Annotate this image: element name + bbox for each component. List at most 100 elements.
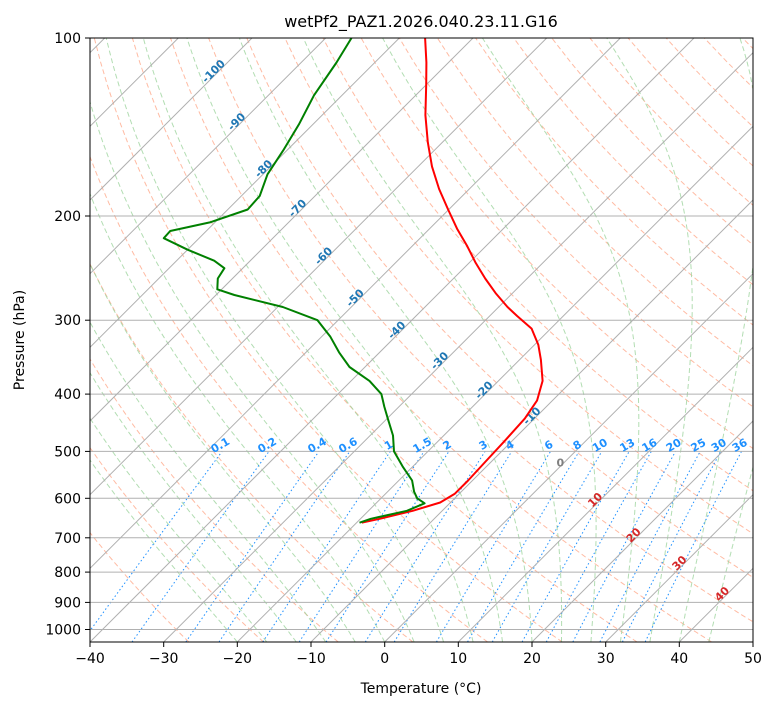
isotherm-line <box>531 420 753 642</box>
moist-adiabat-line <box>382 38 597 642</box>
isotherm-line <box>678 567 753 642</box>
mixing-ratio-line <box>218 451 351 642</box>
moist-adiabat-line <box>142 38 474 642</box>
moist-adiabat-line <box>90 417 268 642</box>
dry-adiabat-label: 40 <box>712 584 732 604</box>
mixing-ratio-label: 0.4 <box>306 435 330 456</box>
moist-adiabat-line <box>302 38 563 642</box>
x-axis-label: Temperature (°C) <box>360 681 482 697</box>
isotherm-line <box>752 641 753 642</box>
moist-adiabat-line <box>708 465 753 642</box>
isotherm-label: -60 <box>312 244 335 267</box>
y-tick-label: 500 <box>54 444 81 460</box>
dry-adiabat-line <box>589 38 753 206</box>
y-axis: 1000 900 800 700 600 500 400 300 200 100 <box>45 31 90 639</box>
moist-adiabat-line <box>90 192 386 642</box>
dry-adiabat-line <box>131 38 638 642</box>
x-tick-label: 50 <box>744 651 762 667</box>
y-tick-label: 600 <box>54 491 81 507</box>
dry-adiabat-line <box>90 358 339 642</box>
y-tick-label: 300 <box>54 313 81 329</box>
isotherm-label: -30 <box>428 349 451 372</box>
dry-adiabat-label: 30 <box>670 553 690 573</box>
y-tick-label: 700 <box>54 531 81 547</box>
isotherm-line <box>457 346 753 642</box>
y-tick-label: 400 <box>54 387 81 403</box>
dry-adiabat-label: 20 <box>624 525 644 545</box>
mixing-ratio-line <box>393 451 513 642</box>
moist-adiabat-line <box>678 38 753 642</box>
mixing-ratio-label: 1.5 <box>411 435 434 456</box>
zero-label: 0 <box>556 456 564 469</box>
x-axis: −40 −30 −20 −10 0 10 20 30 40 50 <box>75 642 762 667</box>
dry-adiabat-line <box>322 38 753 492</box>
dry-adiabat-line <box>513 38 753 286</box>
x-tick-label: 30 <box>597 651 615 667</box>
dry-adiabat-line <box>360 38 753 450</box>
dry-adiabat-line <box>90 446 264 642</box>
series-dewpoint-line <box>162 38 426 524</box>
y-tick-label: 100 <box>54 31 81 47</box>
y-tick-label: 1000 <box>45 623 81 639</box>
y-tick-label: 900 <box>54 595 81 611</box>
background-lines <box>90 38 753 642</box>
isotherm-line <box>90 38 474 422</box>
moist-adiabat-line <box>186 38 503 642</box>
dry-adiabat-label: 10 <box>585 490 605 510</box>
x-tick-label: 20 <box>523 651 541 667</box>
isotherm-label: -90 <box>225 110 248 133</box>
mixing-ratio-line <box>644 451 742 642</box>
x-tick-label: −20 <box>223 651 253 667</box>
mixing-ratio-line <box>90 451 223 632</box>
profile-series <box>162 38 544 524</box>
x-tick-label: 0 <box>380 651 389 667</box>
y-tick-label: 200 <box>54 209 81 225</box>
isotherm-line <box>163 51 753 642</box>
x-tick-label: −10 <box>296 651 326 667</box>
isotherm-label: -20 <box>472 378 495 401</box>
mixing-ratio-label: 16 <box>640 436 660 455</box>
x-tick-label: −30 <box>149 651 179 667</box>
dry-adiabat-line <box>665 38 753 128</box>
isotherm-label: -70 <box>286 197 309 220</box>
isotherm-label: -100 <box>199 57 228 86</box>
mixing-ratio-line <box>599 451 701 642</box>
dry-adiabat-line <box>208 38 753 623</box>
moist-adiabat-line <box>606 38 693 642</box>
mixing-ratio-line <box>572 451 676 642</box>
moist-adiabat-line <box>238 38 533 642</box>
mixing-ratio-line <box>621 451 722 642</box>
y-axis-label: Pressure (hPa) <box>12 290 28 390</box>
dry-adiabat-line <box>742 38 753 50</box>
isotherm-line <box>90 38 327 275</box>
dry-adiabat-line <box>246 38 753 578</box>
x-tick-label: 40 <box>670 651 688 667</box>
isotherm-line <box>90 38 621 570</box>
mixing-ratio-label: 0.1 <box>209 435 232 456</box>
mixing-ratio-label: 36 <box>730 436 750 455</box>
plot-frame <box>89 37 754 643</box>
y-tick-label: 800 <box>54 565 81 581</box>
isotherm-line <box>90 38 548 496</box>
mixing-ratio-label: 13 <box>618 436 638 455</box>
isotherm-line <box>310 199 753 642</box>
chart-title: wetPf2_PAZ1.2026.040.23.11.G16 <box>284 12 558 32</box>
isotherm-line <box>90 38 400 349</box>
dry-adiabat-line <box>436 38 753 367</box>
dry-adiabat-line <box>170 38 712 642</box>
dry-adiabat-line <box>475 38 753 326</box>
x-tick-label: −40 <box>75 651 105 667</box>
isotherm-line <box>236 125 753 642</box>
isotherm-label: -50 <box>344 286 367 309</box>
moist-adiabat-line <box>90 262 356 642</box>
isotherm-line <box>384 272 753 642</box>
mixing-ratio-label: 10 <box>590 436 610 455</box>
isotherm-line <box>90 38 695 642</box>
mixing-ratio-label: 0.6 <box>336 435 360 456</box>
x-tick-label: 10 <box>449 651 467 667</box>
isotherm-label: -40 <box>385 318 408 341</box>
moist-adiabat-line <box>481 38 640 642</box>
mixing-ratio-line <box>521 451 630 642</box>
dry-adiabat-line <box>90 262 414 642</box>
mixing-ratio-label: 30 <box>709 436 729 455</box>
